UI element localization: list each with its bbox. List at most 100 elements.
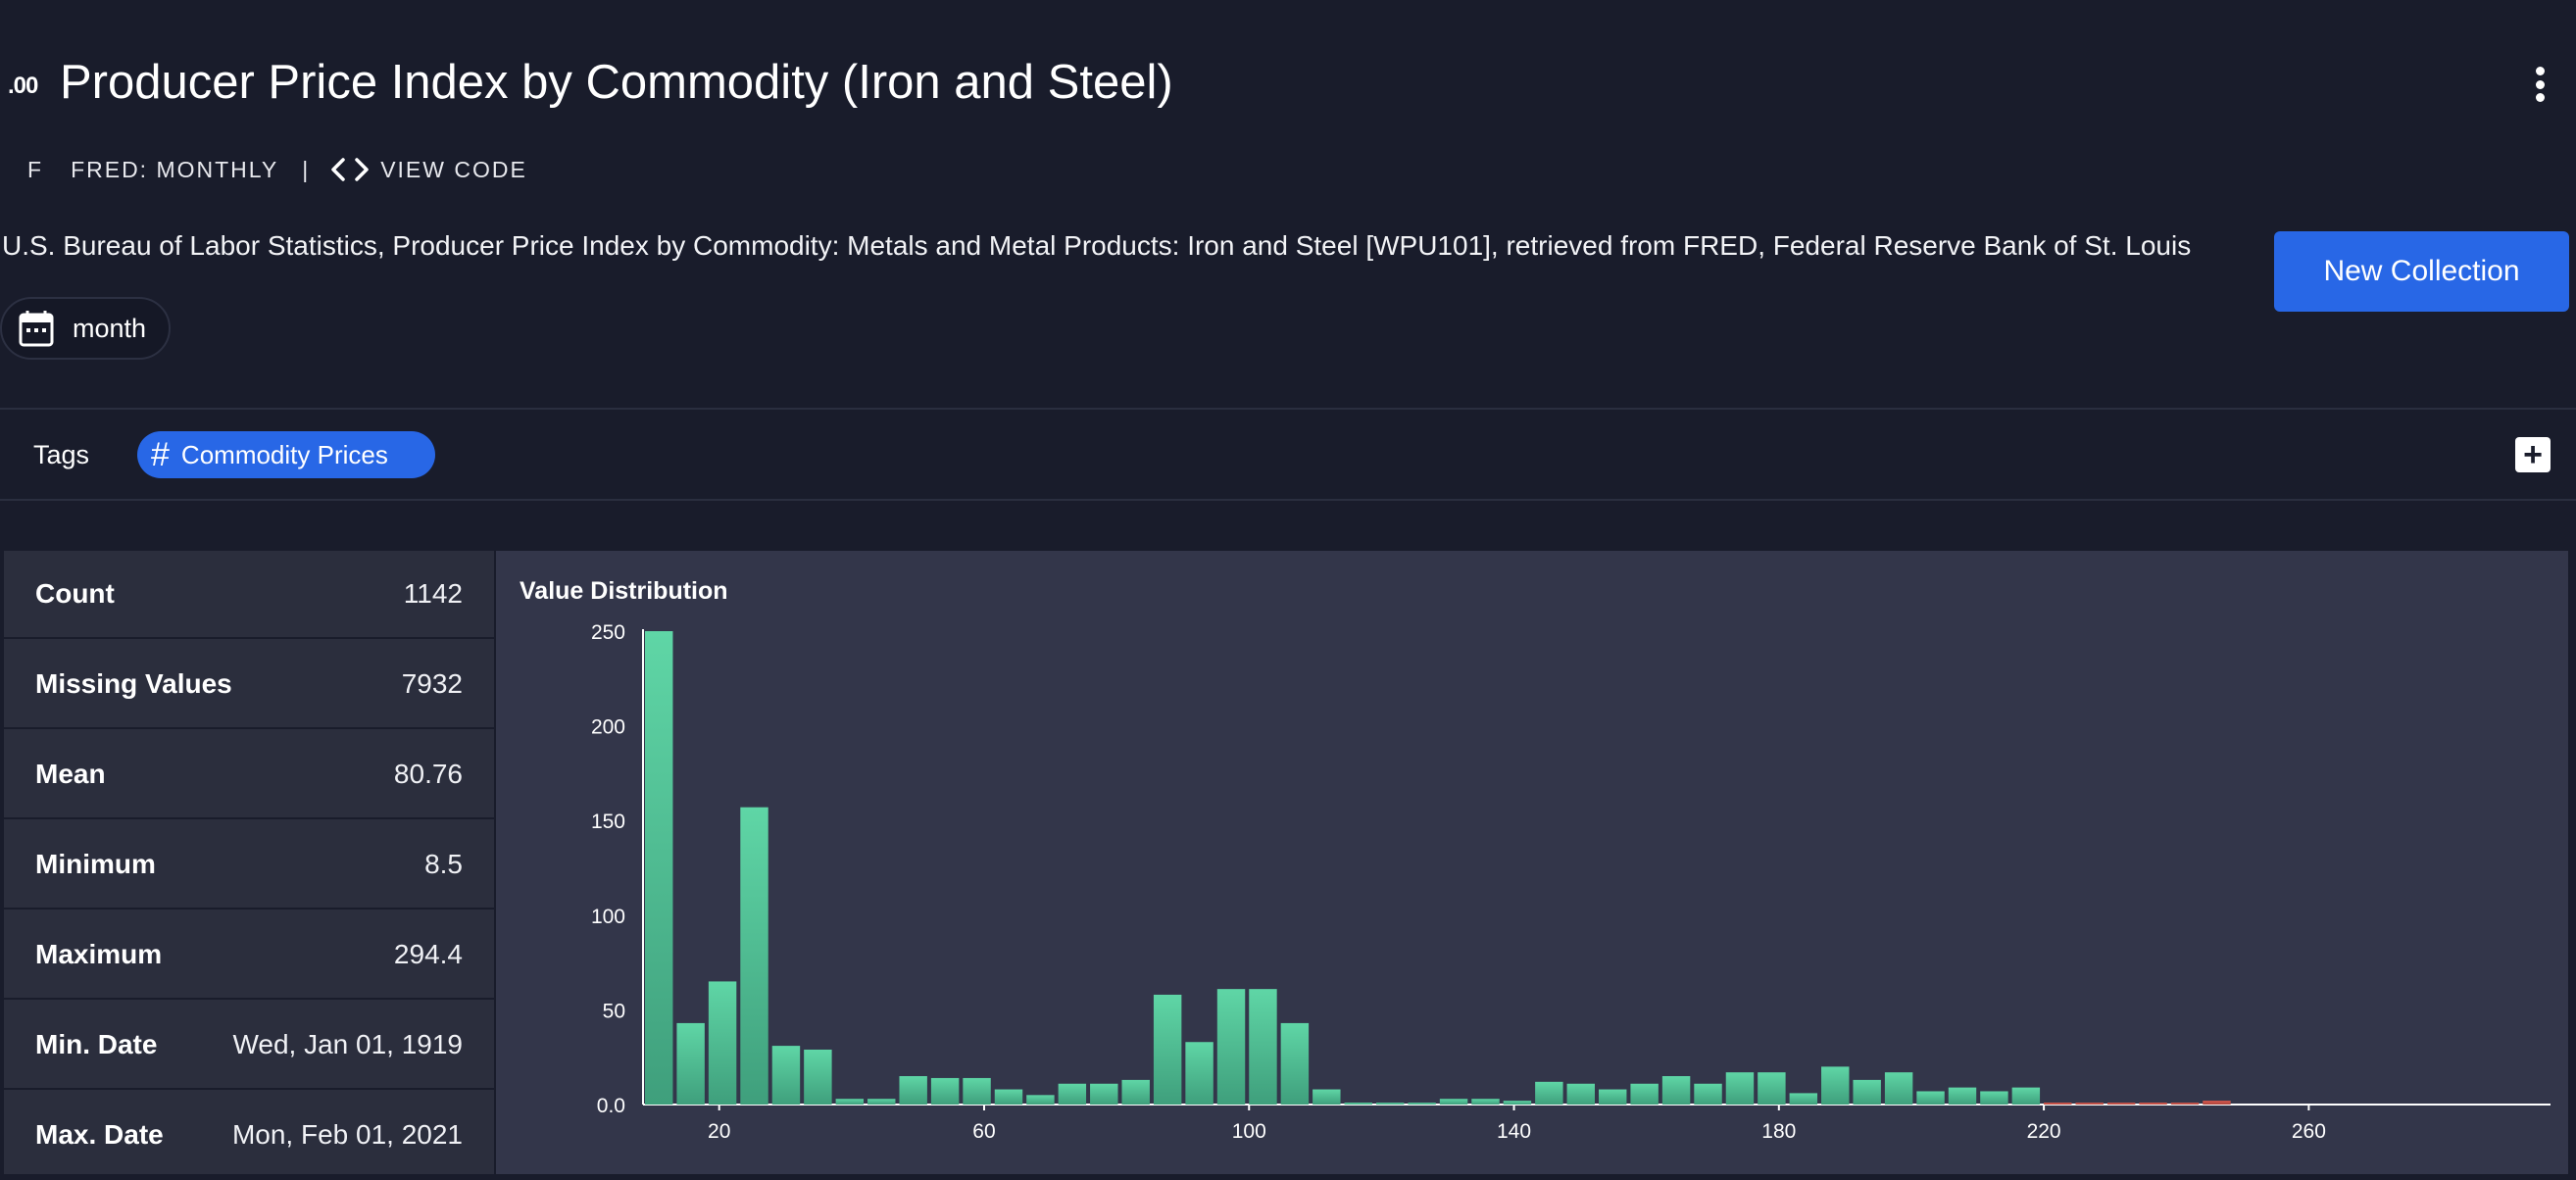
histogram-bar[interactable] <box>2075 1103 2104 1105</box>
histogram-bar[interactable] <box>2139 1103 2167 1105</box>
histogram-bar[interactable] <box>1694 1083 1722 1105</box>
histogram-bar[interactable] <box>1408 1103 1436 1105</box>
stat-row-count: Count 1142 <box>4 551 494 639</box>
x-tick-label: 260 <box>2292 1120 2326 1143</box>
more-options-icon[interactable] <box>2523 63 2556 106</box>
histogram-bar[interactable] <box>1758 1072 1786 1105</box>
histogram-bar[interactable] <box>963 1077 991 1105</box>
histogram-bar[interactable] <box>835 1099 865 1105</box>
histogram-bar[interactable] <box>1313 1089 1341 1105</box>
histogram-bar[interactable] <box>1535 1081 1563 1105</box>
stat-value: 1142 <box>403 578 463 609</box>
histogram-bar[interactable] <box>1566 1083 1595 1105</box>
y-tick-label: 0.0 <box>597 1095 625 1117</box>
x-tick-label: 20 <box>708 1120 730 1143</box>
source-separator: | <box>302 156 311 182</box>
histogram-bar[interactable] <box>1916 1091 1945 1105</box>
histogram-bar[interactable] <box>676 1022 705 1105</box>
histogram-bar[interactable] <box>708 981 737 1105</box>
chart-panel <box>496 551 2568 1174</box>
histogram-bar[interactable] <box>1884 1072 1913 1105</box>
chart-title: Value Distribution <box>520 577 728 605</box>
stat-label: Max. Date <box>35 1119 164 1150</box>
stat-row-mean: Mean 80.76 <box>4 731 494 819</box>
histogram-bar[interactable] <box>1439 1099 1468 1105</box>
new-collection-button[interactable]: New Collection <box>2274 231 2569 312</box>
frequency-chip[interactable]: month <box>0 297 171 360</box>
calendar-icon <box>19 311 54 347</box>
histogram-bar[interactable] <box>1375 1103 1405 1105</box>
x-tick-label: 140 <box>1497 1120 1531 1143</box>
stats-panel: Count 1142 Missing Values 7932 Mean 80.7… <box>4 551 494 1180</box>
stat-label: Maximum <box>35 939 163 969</box>
histogram-bar[interactable] <box>1599 1089 1627 1105</box>
histogram-bar[interactable] <box>1661 1076 1691 1105</box>
histogram-bar[interactable] <box>1058 1083 1087 1105</box>
x-tick-label: 60 <box>972 1120 995 1143</box>
histogram-bar[interactable] <box>1853 1079 1881 1105</box>
histogram-bar[interactable] <box>1153 994 1182 1105</box>
x-tick-label: 220 <box>2027 1120 2061 1143</box>
x-tick-label: 100 <box>1232 1120 1266 1143</box>
histogram-bar[interactable] <box>1121 1079 1150 1105</box>
histogram-bar[interactable] <box>1185 1042 1214 1105</box>
stat-label: Missing Values <box>35 668 232 699</box>
stat-label: Count <box>35 578 115 609</box>
histogram-bar[interactable] <box>771 1046 801 1105</box>
histogram-bar[interactable] <box>1948 1087 1977 1105</box>
data-type-badge: .00 <box>8 73 38 99</box>
y-tick-label: 250 <box>591 621 625 644</box>
histogram-bar[interactable] <box>2203 1101 2231 1105</box>
histogram-bar[interactable] <box>1789 1093 1818 1105</box>
stat-label: Mean <box>35 759 106 789</box>
histogram-bar[interactable] <box>740 807 768 1105</box>
dataset-description: U.S. Bureau of Labor Statistics, Produce… <box>2 230 2192 261</box>
histogram-bar[interactable] <box>2106 1103 2136 1105</box>
histogram-bar[interactable] <box>930 1077 960 1105</box>
tag-commodity-prices[interactable]: # Commodity Prices <box>137 431 435 478</box>
view-code-link[interactable]: VIEW CODE <box>380 156 527 182</box>
stat-row-maximum: Maximum 294.4 <box>4 911 494 1000</box>
histogram-bar[interactable] <box>1630 1083 1659 1105</box>
divider <box>0 499 2576 501</box>
histogram-bar[interactable] <box>899 1076 927 1105</box>
histogram-bar[interactable] <box>1821 1066 1850 1105</box>
source-row: F FRED: MONTHLY | VIEW CODE <box>27 155 527 184</box>
stat-row-missing-values: Missing Values 7932 <box>4 641 494 729</box>
stat-value: Mon, Feb 01, 2021 <box>231 1119 463 1150</box>
histogram-bar[interactable] <box>804 1049 832 1105</box>
histogram-bar[interactable] <box>1344 1103 1372 1105</box>
code-icon[interactable] <box>329 157 371 182</box>
histogram-bar[interactable] <box>645 631 673 1105</box>
stat-row-minimum: Minimum 8.5 <box>4 821 494 910</box>
stat-label: Min. Date <box>35 1029 158 1059</box>
x-tick-label: 180 <box>1761 1120 1796 1143</box>
add-tag-button[interactable]: + <box>2515 437 2551 472</box>
histogram-bar[interactable] <box>1249 989 1277 1105</box>
page-title: Producer Price Index by Commodity (Iron … <box>60 56 1173 109</box>
histogram-bar[interactable] <box>2170 1103 2200 1105</box>
histogram-bar[interactable] <box>1026 1095 1055 1105</box>
stat-label: Minimum <box>35 849 156 879</box>
plus-icon: + <box>2523 436 2543 473</box>
histogram-bar[interactable] <box>1725 1072 1755 1105</box>
y-tick-label: 50 <box>603 1000 625 1022</box>
histogram-bar[interactable] <box>1216 989 1246 1105</box>
stat-row-min-date: Min. Date Wed, Jan 01, 1919 <box>4 1002 494 1090</box>
histogram-bar[interactable] <box>1980 1091 2008 1105</box>
histogram-bar[interactable] <box>2011 1087 2041 1105</box>
histogram-bar[interactable] <box>994 1089 1023 1105</box>
stat-value: Wed, Jan 01, 1919 <box>232 1029 463 1059</box>
source-label: FRED: MONTHLY <box>71 156 279 182</box>
divider <box>0 408 2576 410</box>
histogram-bar[interactable] <box>1090 1083 1118 1105</box>
histogram-bar[interactable] <box>1280 1022 1310 1105</box>
histogram-bar[interactable] <box>1471 1099 1500 1105</box>
histogram-bar[interactable] <box>867 1099 896 1105</box>
source-letter: F <box>27 156 44 182</box>
y-tick-label: 200 <box>591 716 625 739</box>
value-distribution-chart: 0.0 50 100 150 200 250 20 60 100 140 180 220 260 <box>591 621 2551 1143</box>
histogram-bar[interactable] <box>2044 1103 2072 1105</box>
histogram-bar[interactable] <box>1503 1101 1532 1105</box>
tag-label: Commodity Prices <box>180 439 388 469</box>
